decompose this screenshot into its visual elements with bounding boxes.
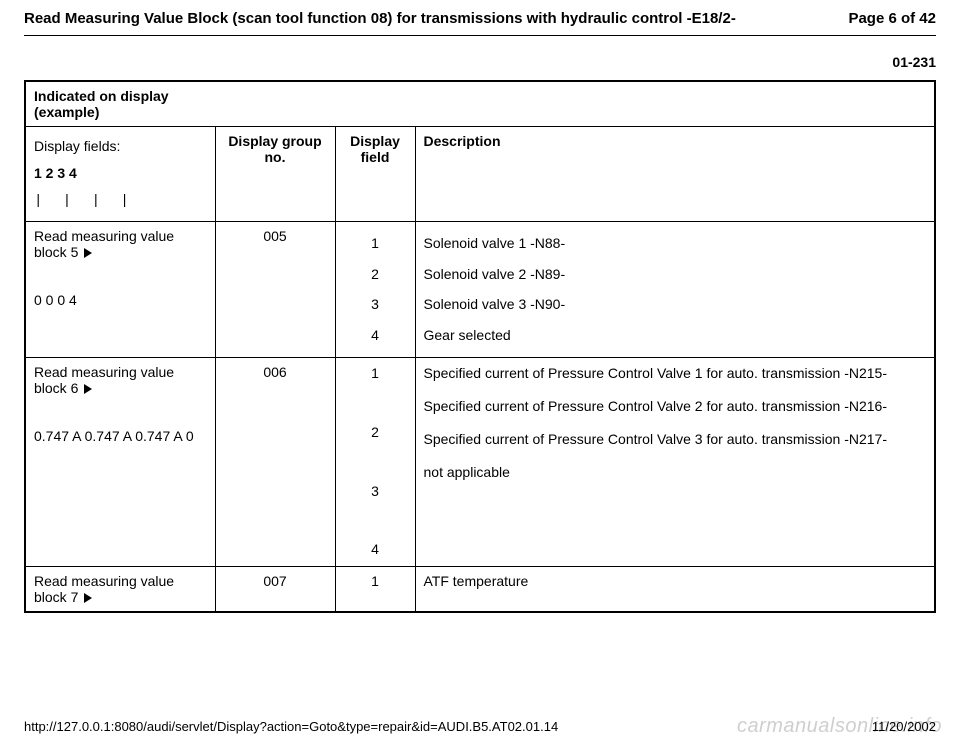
row2-block-label: Read measuring value block 7 (34, 573, 174, 605)
table-title: Indicated on display (example) (25, 81, 935, 127)
head-group-no: Display group no. (215, 127, 335, 222)
head-field-l1: Display (350, 133, 400, 149)
row1-block-label: Read measuring value block 6 (34, 364, 174, 396)
row1-field-1: 1 (371, 365, 379, 381)
head-group-no-l2: no. (265, 149, 286, 165)
row2-field-1: 1 (371, 573, 379, 589)
header-rule (24, 35, 936, 36)
footer-date: 11/20/2002 (872, 719, 936, 734)
head-group-no-l1: Display group (228, 133, 321, 149)
display-fields-ticks: | | | | (34, 193, 135, 209)
footer: http://127.0.0.1:8080/audi/servlet/Displ… (24, 719, 936, 734)
display-fields-nums: 1 2 3 4 (34, 165, 77, 181)
row1-field-2: 2 (371, 424, 379, 440)
row0-field-4: 4 (371, 327, 379, 343)
row0-field-2: 2 (371, 266, 379, 282)
head-description: Description (415, 127, 935, 222)
row0-descs: Solenoid valve 1 -N88- Solenoid valve 2 … (415, 221, 935, 357)
table-row: Read measuring value block 7 007 1 ATF t… (25, 566, 935, 612)
row0-field-3: 3 (371, 296, 379, 312)
row0-desc-2: Solenoid valve 2 -N89- (424, 266, 566, 282)
page-number: Page 6 of 42 (848, 10, 936, 27)
row0-block-value: 0 0 0 4 (34, 292, 77, 308)
head-field-l2: field (361, 149, 390, 165)
doc-title: Read Measuring Value Block (scan tool fu… (24, 10, 736, 27)
row1-desc-2: Specified current of Pressure Control Va… (424, 397, 927, 416)
row1-desc-3: Specified current of Pressure Control Va… (424, 430, 927, 449)
header-row: Read Measuring Value Block (scan tool fu… (24, 10, 936, 33)
head-display-fields: Display fields: 1 2 3 4 | | | | (25, 127, 215, 222)
row1-field-3: 3 (371, 483, 379, 499)
page-code: 01-231 (24, 54, 936, 70)
row2-descs: ATF temperature (415, 566, 935, 612)
display-fields-label: Display fields: (34, 138, 120, 154)
row2-display: Read measuring value block 7 (25, 566, 215, 612)
row1-desc-1: Specified current of Pressure Control Va… (424, 364, 927, 383)
row0-desc-1: Solenoid valve 1 -N88- (424, 235, 566, 251)
footer-url: http://127.0.0.1:8080/audi/servlet/Displ… (24, 719, 558, 734)
row0-desc-3: Solenoid valve 3 -N90- (424, 296, 566, 312)
row0-field-1: 1 (371, 235, 379, 251)
row1-block-value: 0.747 A 0.747 A 0.747 A 0 (34, 428, 194, 444)
row1-descs: Specified current of Pressure Control Va… (415, 357, 935, 566)
table-title-line2: (example) (34, 104, 99, 120)
row0-display: Read measuring value block 5 0 0 0 4 (25, 221, 215, 357)
table-row: Read measuring value block 6 0.747 A 0.7… (25, 357, 935, 566)
measuring-value-table: Indicated on display (example) Display f… (24, 80, 936, 613)
row0-group: 005 (215, 221, 335, 357)
row1-field-4: 4 (371, 541, 379, 557)
row1-group: 006 (215, 357, 335, 566)
table-row: Read measuring value block 5 0 0 0 4 005… (25, 221, 935, 357)
table-title-line1: Indicated on display (34, 88, 169, 104)
row0-desc-4: Gear selected (424, 327, 511, 343)
head-field: Display field (335, 127, 415, 222)
row1-desc-4: not applicable (424, 463, 927, 482)
row2-fields: 1 (335, 566, 415, 612)
row0-fields: 1 2 3 4 (335, 221, 415, 357)
page-container: Read Measuring Value Block (scan tool fu… (0, 0, 960, 613)
row2-group: 007 (215, 566, 335, 612)
row1-fields: 1 2 3 4 (335, 357, 415, 566)
row1-display: Read measuring value block 6 0.747 A 0.7… (25, 357, 215, 566)
row0-block-label: Read measuring value block 5 (34, 228, 174, 260)
row2-desc-1: ATF temperature (424, 573, 529, 589)
